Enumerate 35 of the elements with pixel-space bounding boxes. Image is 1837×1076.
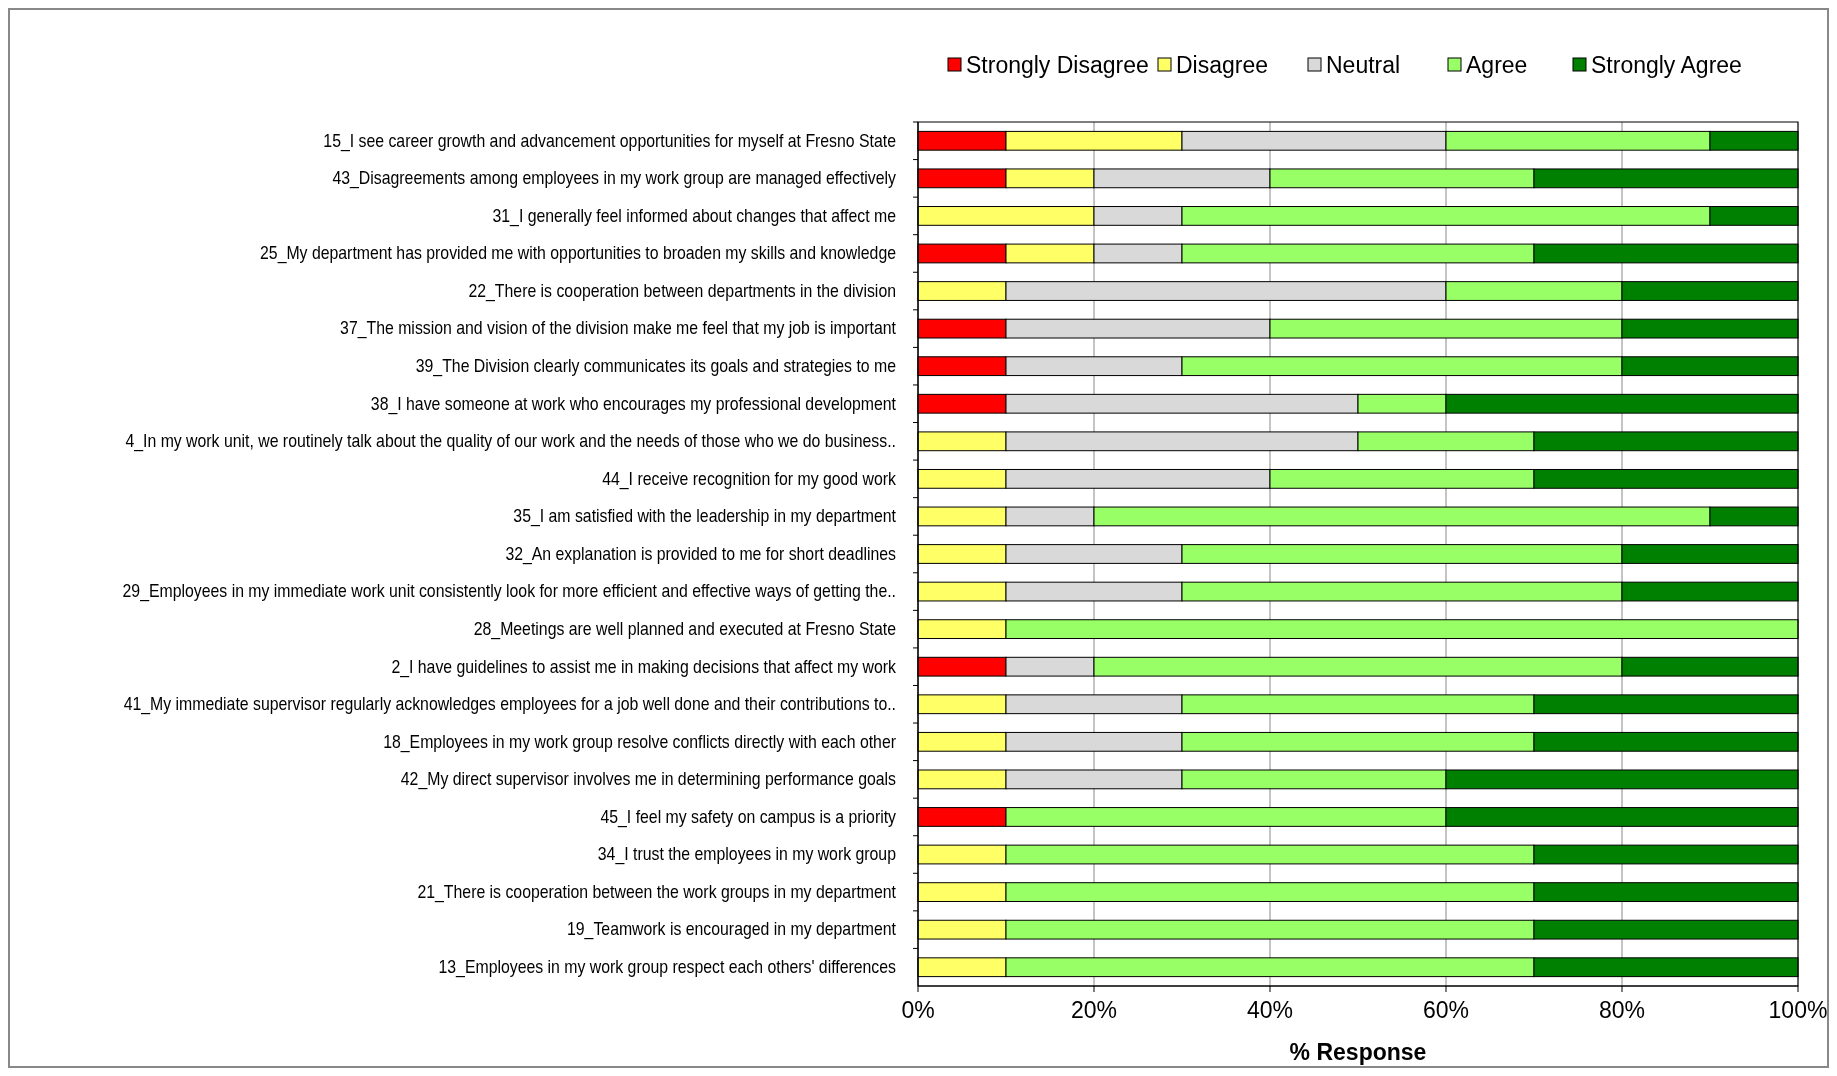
y-tick-label: 28_Meetings are well planned and executed at Fresno State: [473, 619, 896, 640]
x-axis-title: % Response: [1289, 1039, 1427, 1065]
x-tick-label: 80%: [1598, 997, 1646, 1023]
x-tick-label: 0%: [901, 997, 935, 1023]
y-tick-label: 41_My immediate supervisor regularly acknowledges employees for a job well done and their contributions to..: [123, 694, 896, 715]
y-tick-label: 37_The mission and vision of the division make me feel that my job is important: [340, 318, 897, 339]
y-tick-label: 29_Employees in my immediate work unit consistently look for more efficient and effective ways of getting the..: [122, 581, 896, 602]
y-tick-label: 44_I receive recognition for my good work: [602, 468, 897, 489]
y-tick-label: 38_I have someone at work who encourages my professional development: [370, 393, 897, 414]
x-tick-label: 100%: [1768, 997, 1828, 1023]
x-tick-label: 60%: [1422, 997, 1470, 1023]
y-tick-label: 18_Employees in my work group resolve conflicts directly with each other: [383, 731, 897, 752]
y-tick-label: 39_The Division clearly communicates its goals and strategies to me: [415, 356, 896, 377]
y-tick-label: 25_My department has provided me with opportunities to broaden my skills and knowledge: [260, 243, 896, 264]
y-tick-label: 35_I am satisfied with the leadership in my department: [513, 506, 897, 527]
y-tick-label: 43_Disagreements among employees in my work group are managed effectively: [332, 168, 897, 189]
y-tick-label: 45_I feel my safety on campus is a priority: [600, 806, 897, 828]
y-tick-label: 42_My direct supervisor involves me in determining performance goals: [400, 769, 896, 790]
y-tick-label: 34_I trust the employees in my work group: [597, 844, 896, 865]
x-tick-label: 20%: [1070, 997, 1118, 1023]
y-tick-label: 32_An explanation is provided to me for short deadlines: [505, 543, 896, 565]
y-tick-label: 31_I generally feel informed about changes that affect me: [492, 205, 896, 226]
x-tick-label: 40%: [1246, 997, 1294, 1023]
y-tick-label: 4_In my work unit, we routinely talk about the quality of our work and the needs of those who we do business..: [125, 431, 896, 452]
legend-label: Agree: [1466, 52, 1528, 78]
legend-label: Strongly Agree: [1591, 52, 1742, 78]
legend-label: Neutral: [1326, 52, 1401, 78]
y-tick-label: 21_There is cooperation between the work groups in my department: [417, 882, 897, 903]
y-tick-label: 2_I have guidelines to assist me in making decisions that affect my work: [391, 656, 897, 677]
legend-label: Strongly Disagree: [966, 52, 1149, 78]
y-tick-label: 15_I see career growth and advancement opportunities for myself at Fresno State: [323, 130, 896, 151]
y-tick-label: 22_There is cooperation between departments in the division: [468, 280, 896, 302]
legend-label: Disagree: [1176, 52, 1269, 78]
y-tick-label: 13_Employees in my work group respect each others' differences: [438, 957, 896, 978]
y-tick-label: 19_Teamwork is encouraged in my department: [567, 919, 897, 940]
